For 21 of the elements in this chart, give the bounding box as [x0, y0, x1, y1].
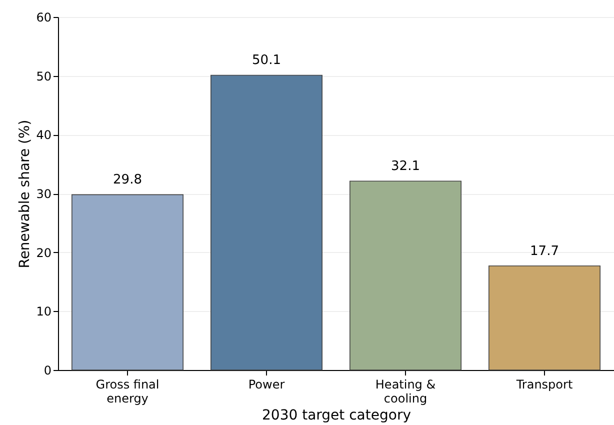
y-tick-label: 10 [36, 304, 52, 319]
x-tick-label: Heating & cooling [375, 378, 436, 406]
bar [72, 194, 184, 370]
data-label: 32.1 [391, 159, 420, 174]
y-tick-label: 60 [36, 10, 52, 24]
y-tick-label: 30 [36, 187, 52, 201]
y-axis-title: Renewable share (%) [17, 120, 34, 268]
data-label: 50.1 [252, 53, 281, 68]
bar [488, 265, 600, 370]
bar [210, 74, 322, 370]
x-axis-title: 2030 target category [262, 408, 411, 424]
x-tick-label: Power [248, 378, 285, 392]
y-tick-label: 0 [44, 364, 52, 378]
data-label: 17.7 [530, 244, 559, 259]
bar [350, 180, 462, 370]
y-tick-label: 40 [36, 128, 52, 142]
data-label: 29.8 [113, 172, 142, 188]
x-tick-label: Transport [515, 378, 573, 392]
y-tick-label: 50 [36, 69, 52, 84]
y-tick-label: 20 [36, 246, 52, 260]
x-tick-label: Gross final energy [96, 378, 160, 406]
